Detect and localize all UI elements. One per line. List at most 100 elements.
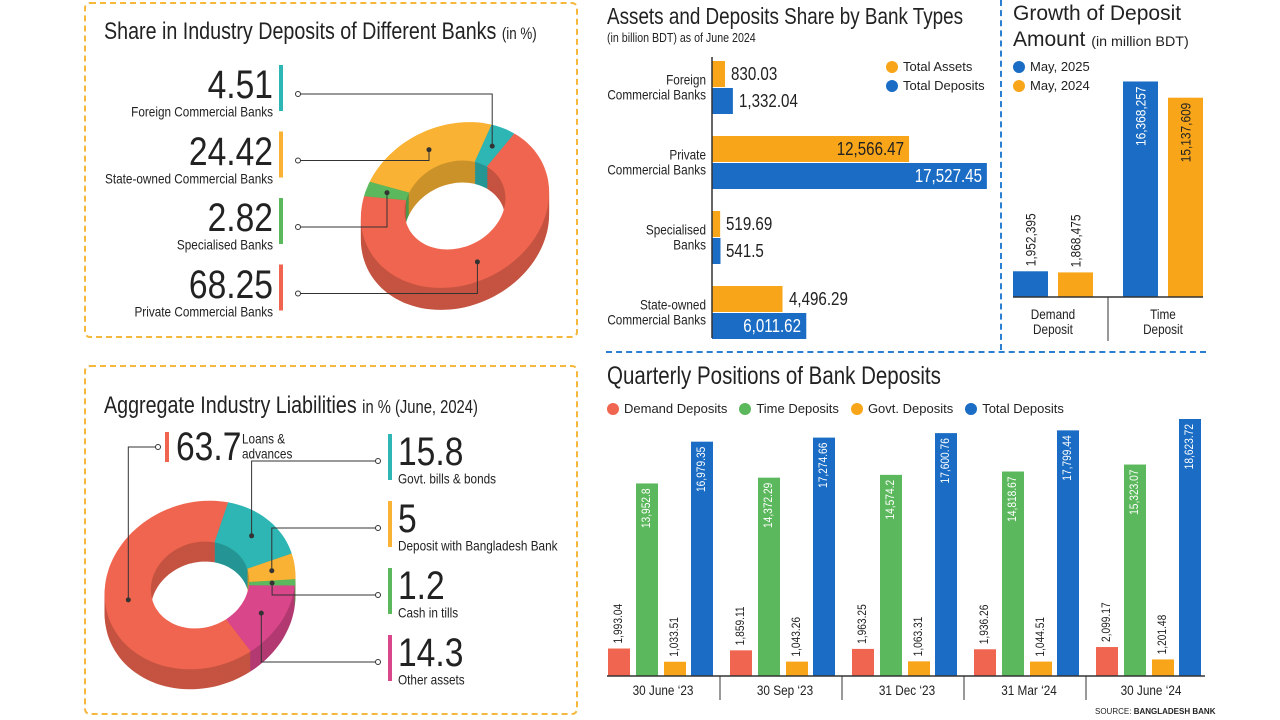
- bar: [1096, 647, 1118, 676]
- value-label: 14,818.67: [1007, 477, 1020, 522]
- leader-dot: [125, 597, 131, 603]
- divider: [606, 351, 1206, 353]
- leader-line: [271, 583, 378, 596]
- slice: [104, 500, 251, 670]
- value-label: 1,044.51: [1035, 617, 1048, 657]
- category-label: Private Commercial Banks: [134, 302, 273, 319]
- value-label: 6,011.62: [743, 315, 802, 336]
- legend-label: Time Deposits: [756, 401, 839, 416]
- chart-title: Share in Industry Deposits of Different …: [104, 18, 497, 45]
- value-label: 1,043.26: [791, 617, 804, 657]
- bar: [908, 661, 930, 676]
- legend-swatch: [739, 402, 752, 415]
- leader-line: [260, 613, 378, 663]
- value-label: 541.5: [726, 240, 765, 261]
- leader-line: [298, 261, 478, 294]
- category-label: Deposit with Bangladesh Bank: [398, 537, 558, 554]
- leader-line: [251, 460, 378, 536]
- chart-title: Aggregate Industry Liabilities: [104, 392, 357, 419]
- legend-swatch: [886, 60, 898, 73]
- leader-dot: [295, 91, 301, 97]
- bar: [712, 313, 807, 339]
- category-label: State-owned Commercial Banks: [105, 169, 273, 186]
- leader-line: [298, 93, 493, 147]
- label-bar: [165, 432, 169, 462]
- category-label: Specialised Banks: [645, 221, 706, 253]
- chart-title-block: Growth of Deposit Amount (in million BDT…: [1013, 1, 1203, 55]
- bar: [758, 477, 780, 676]
- legend-label: Demand Deposits: [624, 401, 728, 416]
- value-label: 24.42: [188, 129, 273, 174]
- bar: [935, 433, 957, 676]
- label-bar: [279, 131, 283, 178]
- value-label: 14.3: [398, 631, 464, 675]
- value-label: 12,566.47: [836, 138, 905, 159]
- bar: [664, 661, 686, 676]
- leader-dot: [375, 592, 381, 598]
- value-label: 1,063.31: [913, 617, 926, 657]
- category-label: Specialised Banks: [176, 236, 273, 253]
- legend-item: May, 2024: [1013, 78, 1090, 93]
- leader-dot: [375, 458, 381, 464]
- leader-dot: [474, 259, 480, 265]
- legend-label: Total Deposits: [982, 401, 1064, 416]
- label-bar: [388, 501, 392, 547]
- chart-subtitle: in % (June, 2024): [362, 397, 478, 417]
- category-label: Loans & advances: [242, 430, 293, 462]
- legend-item: Total Deposits: [965, 401, 1064, 416]
- leader-dot: [295, 290, 301, 297]
- value-label: 15,323.07: [1129, 470, 1142, 515]
- x-tick-label: 30 June ‘23: [632, 682, 694, 698]
- leader-dot: [295, 224, 301, 230]
- leader-line: [298, 192, 388, 228]
- category-label: Govt. bills & bonds: [398, 470, 497, 487]
- chart-title: Quarterly Positions of Bank Deposits: [607, 362, 941, 390]
- value-label: 1,332.04: [738, 90, 798, 111]
- label-bar: [388, 568, 392, 614]
- value-label: 1,963.25: [857, 604, 870, 644]
- value-label: 1,868,475: [1067, 214, 1083, 267]
- value-label: 17,274.66: [818, 443, 831, 488]
- bar: [1179, 418, 1201, 676]
- x-tick-label: Time Deposit: [1143, 306, 1183, 338]
- legend-swatch: [1013, 60, 1025, 73]
- label-bar: [388, 434, 392, 480]
- leader-dot: [426, 147, 432, 153]
- bar: [852, 648, 874, 676]
- legend-swatch: [1013, 79, 1025, 92]
- legend-swatch: [607, 402, 619, 415]
- leader-dot: [295, 157, 301, 164]
- label-bar: [279, 65, 283, 111]
- label-bar: [279, 264, 283, 311]
- leader-dot: [258, 610, 264, 616]
- label-bar: [388, 635, 392, 681]
- bar: [712, 88, 733, 114]
- legend: Demand Deposits Time Deposits Govt. Deposi…: [607, 401, 1064, 416]
- bar: [712, 61, 726, 87]
- slice: [360, 133, 550, 288]
- category-label: State-owned Commercial Banks: [607, 296, 706, 328]
- bar: [974, 649, 996, 676]
- value-label: 18,623.72: [1184, 424, 1197, 469]
- bar: [712, 163, 987, 189]
- legend-item: Govt. Deposits: [850, 401, 953, 416]
- bar: [1030, 661, 1052, 676]
- value-label: 1,033.51: [669, 617, 682, 657]
- x-tick-label: 30 June ‘24: [1120, 682, 1182, 698]
- legend-swatch: [965, 402, 978, 415]
- legend-item: Time Deposits: [739, 401, 839, 416]
- value-label: 17,527.45: [914, 165, 982, 186]
- leader-dot: [155, 444, 161, 450]
- divider: [1000, 0, 1002, 350]
- label-bar: [279, 198, 283, 244]
- bar: [712, 238, 721, 264]
- bar: [1002, 471, 1024, 676]
- legend-item: Total Assets: [886, 59, 985, 74]
- value-label: 4,496.29: [788, 288, 848, 309]
- legend-label: May, 2024: [1030, 78, 1090, 93]
- chart-title: Growth of Deposit Amount: [1013, 2, 1182, 51]
- bar: [1152, 659, 1174, 676]
- legend-swatch: [850, 402, 863, 415]
- value-label: 1,993.04: [613, 604, 626, 644]
- category-label: Other assets: [398, 671, 465, 688]
